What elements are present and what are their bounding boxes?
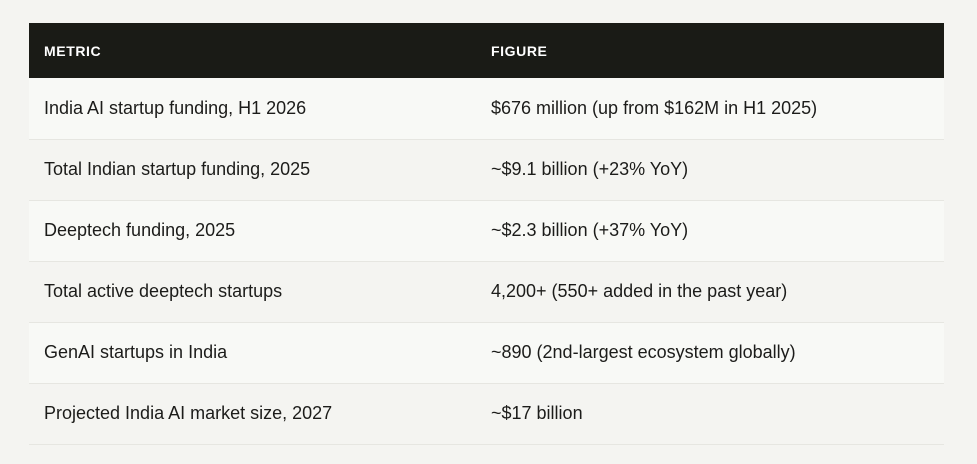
column-header-figure: FIGURE <box>491 42 548 59</box>
table-row: India AI startup funding, H1 2026 $676 m… <box>29 78 944 139</box>
cell-metric: Projected India AI market size, 2027 <box>44 403 333 423</box>
table-row: Projected India AI market size, 2027 ~$1… <box>29 383 944 444</box>
table-body: India AI startup funding, H1 2026 $676 m… <box>29 78 944 444</box>
table-row: Total active deeptech startups 4,200+ (5… <box>29 261 944 322</box>
table-row: Total Indian startup funding, 2025 ~$9.1… <box>29 139 944 200</box>
table-header: METRIC FIGURE <box>29 23 944 78</box>
cell-metric: Total Indian startup funding, 2025 <box>44 159 311 179</box>
cell-figure: ~$17 billion <box>491 403 583 423</box>
cell-metric: GenAI startups in India <box>44 342 228 362</box>
cell-figure: $676 million (up from $162M in H1 2025) <box>491 97 818 118</box>
table-row: Deeptech funding, 2025 ~$2.3 billion (+3… <box>29 200 944 261</box>
cell-figure: 4,200+ (550+ added in the past year) <box>491 281 788 301</box>
cell-figure: ~890 (2nd-largest ecosystem globally) <box>491 342 796 362</box>
data-table-container: METRIC FIGURE India AI startup funding, … <box>29 23 944 445</box>
header-row: METRIC FIGURE <box>29 23 944 78</box>
column-header-metric: METRIC <box>44 42 102 59</box>
cell-metric: India AI startup funding, H1 2026 <box>44 97 307 118</box>
metrics-table: METRIC FIGURE India AI startup funding, … <box>29 23 944 445</box>
cell-metric: Deeptech funding, 2025 <box>44 220 236 240</box>
cell-figure: ~$2.3 billion (+37% YoY) <box>491 220 689 240</box>
table-row: GenAI startups in India ~890 (2nd-larges… <box>29 322 944 383</box>
cell-metric: Total active deeptech startups <box>44 281 283 301</box>
cell-figure: ~$9.1 billion (+23% YoY) <box>491 159 689 179</box>
